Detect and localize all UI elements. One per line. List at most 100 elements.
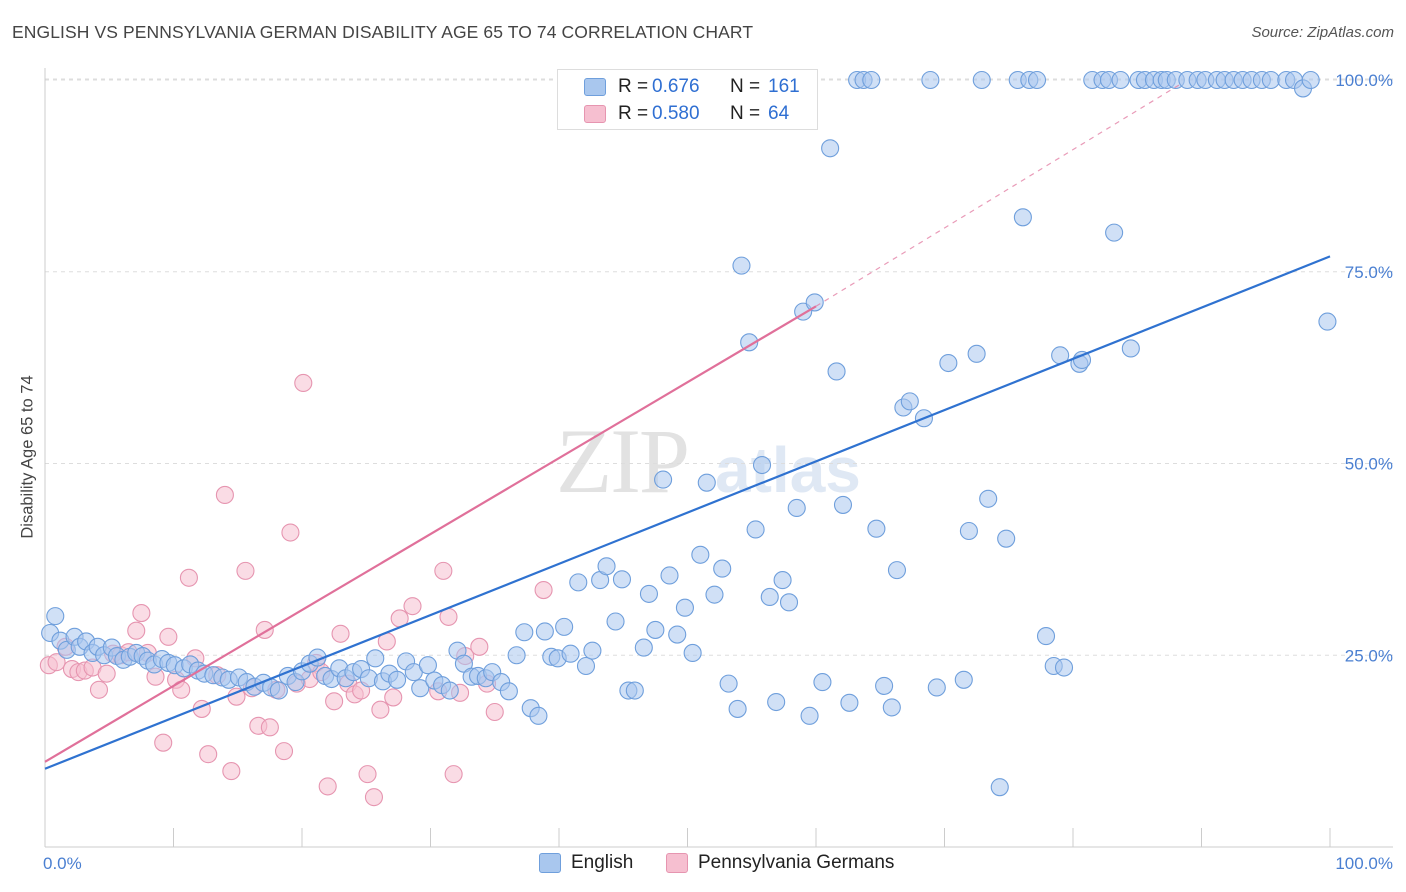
x-tick-label: 0.0% [43, 854, 82, 873]
german-point [403, 597, 422, 616]
german-r-label: R = [618, 103, 649, 124]
german-point [434, 561, 453, 580]
english-n-label: N = [730, 76, 761, 97]
english-point [597, 557, 616, 576]
german-point [470, 637, 489, 656]
english-point [800, 706, 819, 725]
english-point [668, 625, 687, 644]
legend-item-english[interactable]: English [539, 852, 633, 874]
y-tick-label: 25.0% [1345, 646, 1393, 665]
english-point [787, 498, 806, 518]
german-point [325, 692, 344, 711]
series-legend: English Pennsylvania Germans [0, 852, 1406, 878]
axes [44, 68, 1393, 848]
german-point [485, 702, 504, 722]
english-point [529, 706, 548, 725]
german-point [215, 485, 234, 504]
german-point [281, 523, 300, 542]
english-r-value: 0.676 [652, 76, 700, 97]
german-point [222, 762, 241, 781]
english-point [1111, 70, 1130, 90]
german-point [534, 581, 553, 600]
english-point [882, 698, 901, 717]
english-point [440, 681, 459, 700]
german-point [331, 624, 350, 643]
german-point [371, 700, 390, 719]
english-point [1054, 658, 1074, 677]
english-point [867, 519, 886, 538]
english-point [767, 692, 786, 712]
english-point [1072, 350, 1092, 370]
english-point [625, 681, 644, 700]
english-point [705, 585, 724, 604]
english-point [411, 679, 430, 698]
english-point [990, 778, 1009, 797]
german-n-value: 64 [768, 103, 790, 124]
german-point [274, 742, 294, 761]
legend-row-english: R = 0.676 N = 161 [584, 75, 800, 99]
watermark: ZIP atlas [556, 410, 861, 512]
english-point [740, 333, 759, 352]
english-point [821, 139, 840, 158]
chart-title: ENGLISH VS PENNSYLVANIA GERMAN DISABILIT… [12, 22, 754, 42]
english-point [1301, 70, 1320, 90]
english-point [507, 646, 526, 665]
english-point [418, 656, 437, 675]
german-point [444, 765, 463, 784]
german-point [358, 765, 377, 784]
english-point [1013, 208, 1032, 227]
english-legend-swatch [539, 853, 561, 873]
english-point [634, 638, 653, 657]
english-point [862, 70, 881, 90]
english-point [813, 673, 832, 692]
english-point [1261, 70, 1280, 90]
german-legend-swatch [666, 853, 688, 873]
german-point [127, 621, 146, 640]
english-point [691, 545, 710, 564]
trend-lines [44, 82, 1331, 770]
german-point [154, 733, 173, 752]
y-tick-label: 75.0% [1345, 263, 1393, 282]
german-point [89, 680, 109, 699]
legend-item-german[interactable]: Pennsylvania Germans [666, 852, 894, 874]
english-point [1121, 339, 1140, 358]
english-point [921, 70, 940, 90]
english-r-label: R = [618, 76, 649, 97]
english-point [583, 641, 602, 660]
english-point [1036, 627, 1056, 646]
watermark-zip: ZIP [556, 410, 688, 512]
german-n-label: N = [730, 103, 761, 124]
english-point [499, 682, 518, 701]
english-point [612, 570, 632, 589]
english-point [833, 495, 853, 514]
english-point [972, 70, 991, 90]
english-point [752, 455, 772, 475]
english-point [569, 573, 588, 592]
tick-labels: 25.0% 50.0% 75.0% 100.0% 0.0% 100.0% [43, 71, 1393, 873]
english-point [875, 676, 894, 695]
german-trend-line [44, 305, 817, 763]
english-point [675, 598, 694, 617]
english-point [713, 559, 732, 578]
english-point [46, 607, 65, 626]
english-point [997, 529, 1016, 548]
english-point [561, 644, 580, 663]
english-point [719, 674, 738, 693]
german-point [294, 373, 313, 393]
english-points [41, 70, 1337, 797]
english-point [939, 353, 958, 373]
german-point [199, 745, 218, 764]
english-legend-label: English [571, 852, 634, 873]
english-point [697, 473, 716, 492]
german-point [236, 561, 255, 580]
english-point [1027, 70, 1047, 90]
german-point [179, 568, 198, 587]
german-swatch [584, 105, 606, 123]
german-point [132, 604, 151, 623]
y-tick-label: 100.0% [1335, 71, 1393, 90]
german-point [364, 788, 384, 807]
english-point [773, 571, 792, 590]
english-point [746, 520, 765, 539]
english-point [660, 566, 679, 585]
